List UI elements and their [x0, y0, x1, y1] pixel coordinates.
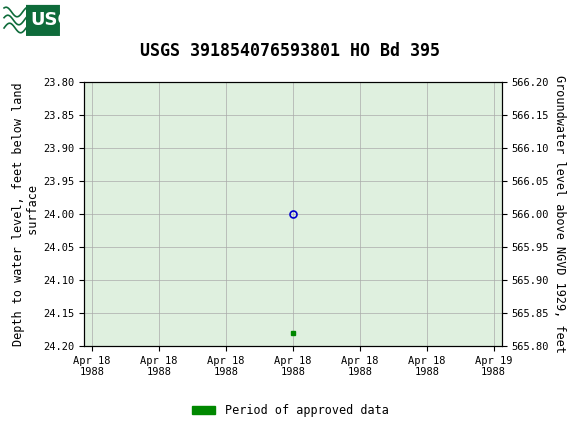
Text: USGS 391854076593801 HO Bd 395: USGS 391854076593801 HO Bd 395 — [140, 42, 440, 60]
FancyBboxPatch shape — [4, 4, 26, 36]
Legend: Period of approved data: Period of approved data — [187, 399, 393, 422]
Y-axis label: Groundwater level above NGVD 1929, feet: Groundwater level above NGVD 1929, feet — [553, 75, 566, 353]
Text: USGS: USGS — [30, 11, 85, 29]
FancyBboxPatch shape — [3, 3, 61, 37]
Y-axis label: Depth to water level, feet below land
 surface: Depth to water level, feet below land su… — [12, 82, 41, 346]
